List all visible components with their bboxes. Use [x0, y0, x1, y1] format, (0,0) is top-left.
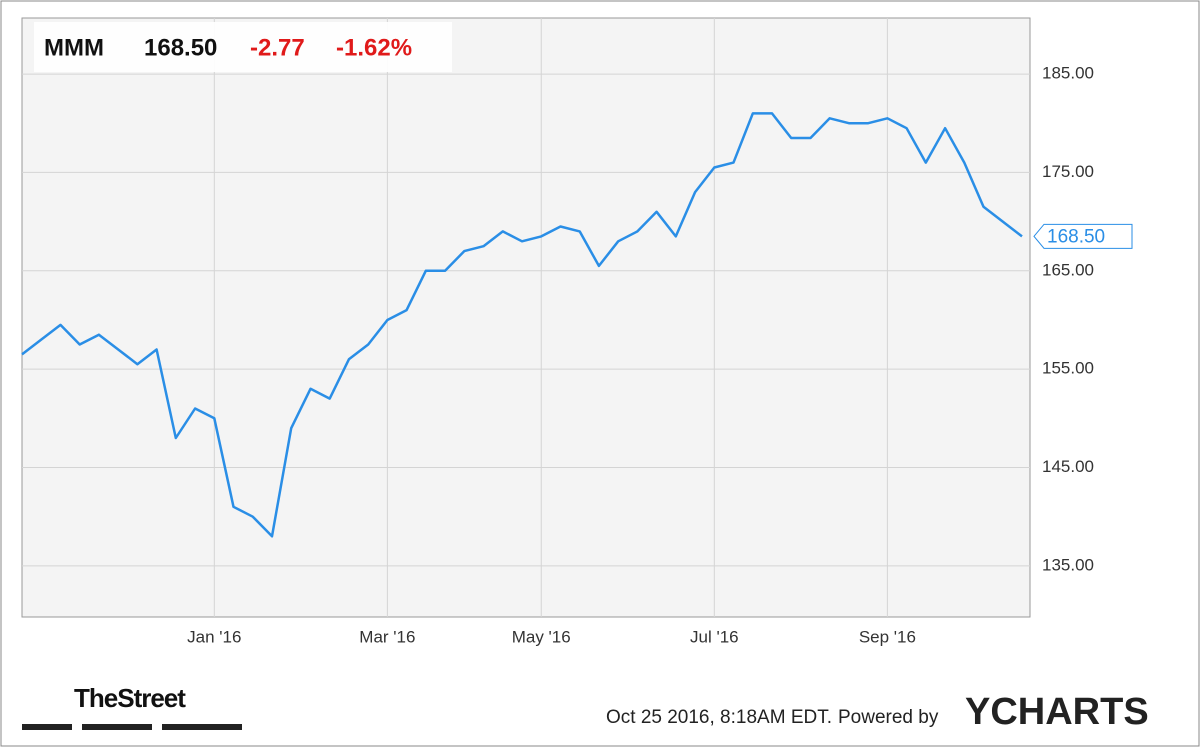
- header-box: [34, 22, 452, 72]
- y-tick-label: 185.00: [1042, 64, 1094, 83]
- last-price-label: 168.50: [1047, 226, 1105, 247]
- change-pct: -1.62%: [336, 34, 412, 61]
- y-tick-label: 155.00: [1042, 359, 1094, 378]
- y-tick-label: 175.00: [1042, 162, 1094, 181]
- y-tick-label: 135.00: [1042, 555, 1094, 574]
- price: 168.50: [144, 34, 217, 61]
- change: -2.77: [250, 34, 305, 61]
- x-tick-label: May '16: [512, 627, 571, 646]
- y-tick-label: 165.00: [1042, 260, 1094, 279]
- x-tick-label: Mar '16: [359, 627, 415, 646]
- price-line: [21, 112, 1023, 538]
- x-tick-label: Sep '16: [859, 627, 916, 646]
- brand: TheStreet: [74, 683, 186, 713]
- brand-bar: [22, 724, 72, 730]
- timestamp: Oct 25 2016, 8:18AM EDT.: [606, 707, 832, 728]
- brand-bar: [162, 724, 242, 730]
- last-price-box: [1033, 223, 1133, 249]
- x-tick-label: Jan '16: [187, 627, 241, 646]
- brand-bar: [82, 724, 152, 730]
- ticker: MMM: [44, 34, 104, 61]
- plot-area: [21, 17, 1031, 618]
- y-tick-label: 145.00: [1042, 457, 1094, 476]
- powered-by: Powered by: [838, 707, 939, 728]
- x-tick-label: Jul '16: [690, 627, 739, 646]
- provider: YCHARTS: [965, 691, 1149, 733]
